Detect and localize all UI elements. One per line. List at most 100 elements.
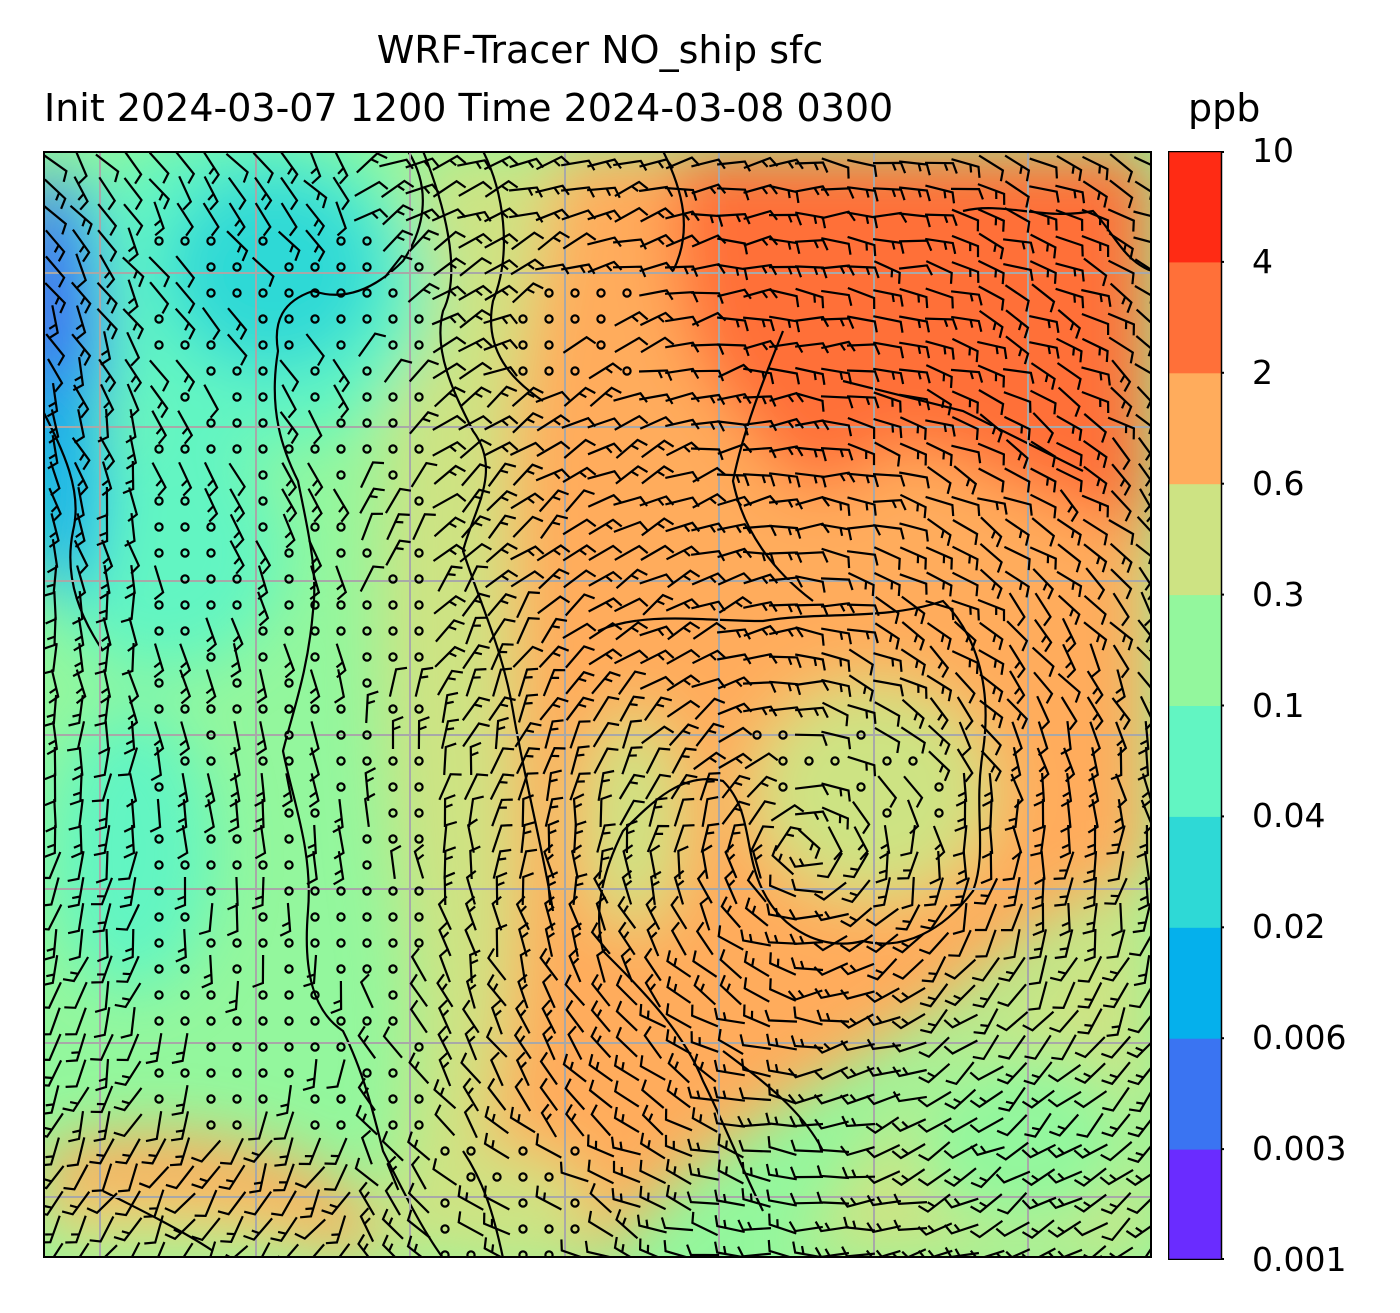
wind-barb bbox=[846, 186, 879, 202]
wind-barb bbox=[700, 822, 720, 853]
calm-wind-marker bbox=[336, 912, 346, 922]
wind-barb bbox=[1032, 798, 1045, 833]
wind-barb bbox=[586, 1134, 615, 1158]
wind-barb bbox=[789, 1115, 824, 1128]
wind-barb bbox=[1057, 672, 1081, 703]
wind-barb bbox=[617, 895, 637, 929]
wind-barb bbox=[901, 698, 925, 729]
wind-barb bbox=[251, 256, 275, 288]
wind-barb bbox=[71, 333, 92, 366]
wind-barb bbox=[491, 895, 503, 931]
wind-barb bbox=[1110, 489, 1132, 522]
wind-barb bbox=[92, 903, 112, 934]
wind-barb bbox=[764, 1009, 798, 1023]
wind-barb bbox=[1003, 263, 1034, 281]
wind-barb bbox=[927, 724, 951, 756]
wind-barb bbox=[1134, 363, 1152, 376]
wind-barb bbox=[615, 465, 649, 485]
wind-barb bbox=[721, 800, 751, 825]
wind-barb bbox=[205, 669, 217, 705]
wind-barb bbox=[821, 730, 852, 750]
wind-barb bbox=[1056, 154, 1083, 182]
colorbar-frame bbox=[1168, 151, 1223, 1260]
wind-barb bbox=[517, 772, 539, 801]
wind-barb bbox=[899, 315, 930, 333]
calm-wind-marker bbox=[310, 392, 320, 402]
wind-barb bbox=[220, 1215, 244, 1243]
wind-barb bbox=[561, 159, 596, 171]
colorbar-segment bbox=[1168, 1149, 1222, 1260]
calm-wind-marker bbox=[362, 444, 372, 454]
wind-barb bbox=[737, 1219, 772, 1232]
wind-barb bbox=[978, 389, 1005, 416]
wind-barb bbox=[254, 772, 266, 807]
wind-barb bbox=[90, 877, 114, 906]
calm-wind-marker bbox=[206, 1094, 216, 1104]
wind-barb bbox=[1107, 312, 1136, 336]
wind-barb bbox=[252, 954, 265, 988]
wind-barb bbox=[1132, 903, 1152, 934]
wind-barb bbox=[840, 1040, 875, 1052]
calm-wind-marker bbox=[414, 600, 424, 610]
calm-wind-marker bbox=[388, 418, 398, 428]
calm-wind-marker bbox=[258, 626, 268, 636]
wind-barb bbox=[846, 369, 880, 383]
wind-barb bbox=[171, 1033, 189, 1065]
calm-wind-marker bbox=[778, 782, 788, 792]
wind-barb bbox=[1002, 851, 1022, 882]
wind-barb bbox=[177, 825, 189, 860]
wind-barb bbox=[794, 161, 829, 173]
wind-barb bbox=[281, 488, 298, 523]
wind-barb bbox=[354, 180, 389, 197]
wind-barb bbox=[1024, 1034, 1052, 1060]
wind-barb bbox=[1083, 257, 1108, 287]
calm-wind-marker bbox=[414, 782, 424, 792]
wind-barb bbox=[126, 773, 138, 808]
wind-barb bbox=[789, 1166, 824, 1179]
wind-barb bbox=[572, 793, 585, 828]
wind-barb bbox=[687, 1086, 720, 1102]
wind-barb bbox=[101, 461, 113, 497]
calm-wind-marker bbox=[258, 1042, 268, 1052]
wind-barb bbox=[93, 1111, 111, 1142]
wind-barb bbox=[102, 1244, 118, 1258]
wind-barb bbox=[562, 622, 597, 640]
wind-barb bbox=[690, 1031, 719, 1053]
wind-barb bbox=[457, 1185, 484, 1211]
calm-wind-marker bbox=[180, 1068, 190, 1078]
wind-barb bbox=[677, 845, 689, 880]
wind-barb bbox=[333, 825, 345, 860]
wind-barb bbox=[464, 895, 477, 931]
wind-barb bbox=[97, 229, 118, 262]
wind-barb bbox=[898, 212, 931, 228]
wind-barb bbox=[951, 495, 981, 517]
wind-barb bbox=[719, 974, 742, 1006]
wind-barb bbox=[926, 388, 953, 416]
wind-barb bbox=[519, 948, 531, 983]
wind-barb bbox=[716, 187, 750, 201]
wind-barb bbox=[979, 542, 1003, 573]
wind-barb bbox=[787, 1093, 823, 1105]
wind-barb bbox=[511, 282, 544, 304]
wind-barb bbox=[333, 384, 350, 419]
wind-barb bbox=[673, 797, 695, 827]
wind-barb bbox=[561, 416, 597, 429]
wind-barb bbox=[459, 256, 493, 277]
calm-wind-marker bbox=[414, 756, 424, 766]
calm-wind-marker bbox=[258, 314, 268, 324]
wind-barb bbox=[1005, 335, 1030, 365]
wind-barb bbox=[228, 462, 246, 497]
wind-barb bbox=[1002, 368, 1035, 384]
calm-wind-marker bbox=[258, 1016, 268, 1026]
wind-barb bbox=[898, 239, 933, 252]
wind-barb bbox=[865, 1249, 901, 1258]
wind-barb bbox=[614, 180, 649, 198]
wind-barb bbox=[866, 957, 898, 981]
calm-wind-marker bbox=[284, 288, 294, 298]
wind-barb bbox=[847, 235, 877, 257]
wind-barb bbox=[1029, 546, 1057, 570]
wind-barb bbox=[893, 1219, 928, 1232]
wind-barb bbox=[953, 620, 977, 651]
wind-barb bbox=[639, 311, 675, 327]
wind-barb bbox=[303, 954, 318, 988]
